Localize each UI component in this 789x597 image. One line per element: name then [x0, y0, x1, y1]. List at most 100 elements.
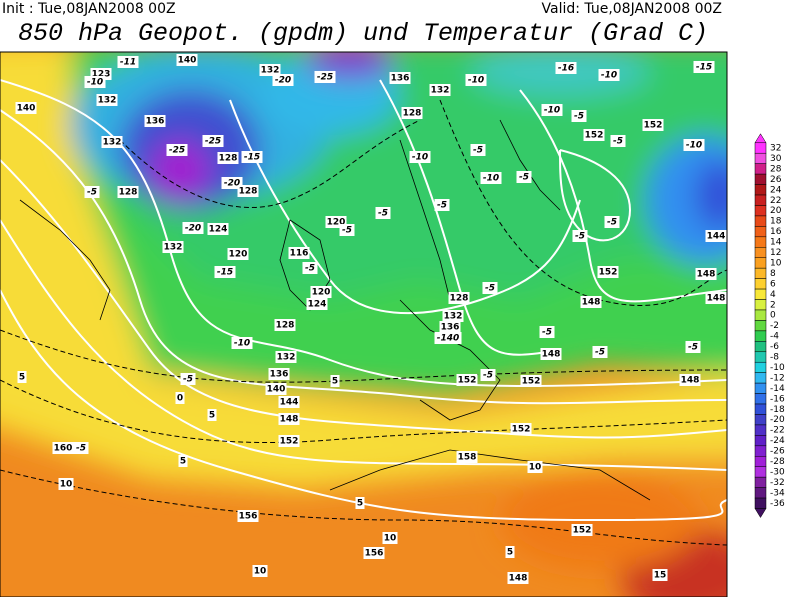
contour-label: -15: [244, 153, 260, 163]
colorbar-swatch: [754, 288, 767, 300]
contour-label-box: [541, 104, 563, 116]
colorbar-label: 0: [770, 311, 776, 321]
contour-label: 132: [164, 243, 183, 253]
contour-label-box: [231, 337, 253, 349]
contour-label-box: [58, 478, 74, 490]
colorbar-swatch: [754, 309, 767, 321]
contour-label-box: [527, 461, 543, 473]
contour-label: -5: [87, 188, 97, 198]
contour-label-box: [175, 392, 185, 404]
contour-label-box: [571, 524, 593, 536]
contour-label-box: [510, 423, 532, 435]
colorbar-label: 12: [770, 248, 781, 258]
contour-label: -10: [468, 76, 484, 86]
contour-label: -5: [183, 375, 193, 385]
contour-label: -5: [613, 137, 623, 147]
contour-label: -25: [205, 137, 221, 147]
contour-label-box: [101, 136, 123, 148]
contour-label-box: [597, 266, 619, 278]
contour-label: -140: [437, 334, 460, 344]
contour-label: -10: [544, 106, 560, 116]
colorbar-swatch: [754, 320, 767, 332]
colorbar-label: 24: [770, 185, 782, 195]
contour-label-box: [572, 230, 588, 242]
colorbar-swatch: [754, 163, 767, 175]
contour-label-box: [442, 310, 464, 322]
contour-label-box: [465, 74, 487, 86]
contour-label: 152: [644, 121, 663, 131]
contour-label-box: [401, 107, 423, 119]
colorbar-label: -10: [770, 363, 785, 373]
contour-label: 144: [280, 398, 299, 408]
contour-label-box: [571, 110, 587, 122]
colorbar-swatch: [754, 236, 767, 248]
contour-label-box: [520, 375, 542, 387]
colorbar-label: -36: [770, 499, 785, 509]
contour-label: 132: [277, 353, 296, 363]
contour-label: -20: [275, 76, 291, 86]
colorbar-swatch: [754, 372, 767, 384]
colorbar-label: -6: [770, 342, 779, 352]
contour-label: -10: [87, 78, 103, 88]
colorbar: 32302826242220181614121086420-2-4-6-8-10…: [754, 133, 785, 519]
contour-label: 152: [522, 377, 541, 387]
contour-label-box: [679, 374, 701, 386]
contour-label-box: [166, 144, 188, 156]
contour-label-box: [516, 171, 532, 183]
colorbar-swatch: [754, 382, 767, 394]
contour-label: 156: [365, 549, 384, 559]
contour-label-box: [180, 373, 196, 385]
contour-label: -10: [483, 174, 499, 184]
contour-label-box: [237, 510, 259, 522]
contour-label-box: [259, 64, 281, 76]
contour-label-box: [470, 144, 486, 156]
contour-label-box: [705, 292, 727, 304]
contour-label: -5: [485, 284, 495, 294]
contour-label: 148: [280, 415, 299, 425]
contour-label: -10: [601, 71, 617, 81]
contour-label: 120: [312, 288, 331, 298]
contour-label: -5: [688, 343, 698, 353]
colorbar-swatch: [754, 215, 767, 227]
contour-label-box: [241, 151, 263, 163]
contour-label: 10: [254, 567, 267, 577]
colorbar-swatch: [754, 497, 767, 509]
contour-label: 148: [697, 270, 716, 280]
contour-label: 136: [146, 117, 165, 127]
colorbar-swatch: [754, 194, 767, 206]
colorbar-label: -14: [770, 384, 785, 394]
contour-label-box: [439, 321, 461, 333]
colorbar-label: -2: [770, 321, 779, 331]
contour-label-box: [221, 177, 243, 189]
contour-label-box: [278, 396, 300, 408]
colorbar-label: -26: [770, 447, 785, 457]
contour-label-box: [693, 61, 715, 73]
contour-label: 128: [450, 294, 469, 304]
contour-label-box: [685, 341, 701, 353]
contour-label: 140: [17, 104, 36, 114]
colorbar-swatch: [754, 466, 767, 478]
contour-label-box: [15, 102, 37, 114]
colorbar-label: 26: [770, 175, 782, 185]
contour-label: 5: [19, 373, 25, 383]
init-time: Init : Tue,08JAN2008 00Z: [2, 1, 176, 17]
contour-label-box: [272, 74, 294, 86]
contour-label: -5: [342, 226, 352, 236]
contour-label-box: [227, 248, 249, 260]
contour-label-box: [540, 348, 562, 360]
contour-label: -5: [607, 218, 617, 228]
contour-label-box: [456, 374, 478, 386]
contour-label: 120: [229, 250, 248, 260]
colorbar-label: -8: [770, 353, 779, 363]
colorbar-swatch: [754, 393, 767, 405]
contour-label-box: [52, 442, 74, 454]
colorbar-swatch: [754, 361, 767, 373]
contour-label-box: [695, 268, 717, 280]
contour-label: 5: [180, 457, 186, 467]
contour-label-box: [182, 222, 204, 234]
contour-label-box: [73, 442, 89, 454]
colorbar-label: 2: [770, 300, 776, 310]
contour-label-box: [207, 409, 217, 421]
contour-label-box: [480, 369, 496, 381]
contour-label: -15: [217, 268, 233, 278]
